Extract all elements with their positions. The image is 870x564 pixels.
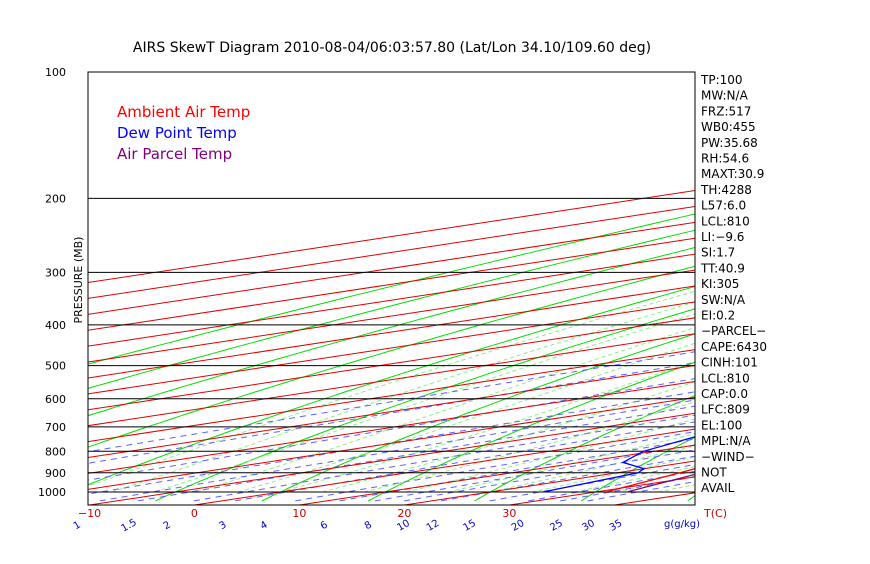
index-value: TH:4288 (700, 183, 752, 197)
cape-hatch-layer (761, 80, 870, 451)
mixing-ratio-label: 1 (72, 519, 83, 532)
dry-adiabat-line (155, 72, 870, 501)
index-value: TP:100 (700, 73, 743, 87)
moist-adiabat-line (238, 105, 870, 492)
pressure-tick-label: 800 (45, 445, 66, 458)
legend: Ambient Air Temp Dew Point Temp Air Parcel… (117, 103, 250, 163)
chart-title: AIRS SkewT Diagram 2010-08-04/06:03:57.8… (133, 40, 651, 56)
mixing-ratio-line (490, 325, 870, 501)
mixing-ratio-label: 2 (162, 519, 173, 532)
pressure-tick-label: 900 (45, 467, 66, 480)
index-value: CINH:101 (701, 356, 758, 370)
pressure-tick-label: 600 (45, 393, 66, 406)
moist-adiabat-line (154, 105, 870, 492)
index-value: CAP:0.0 (701, 387, 748, 401)
index-value: KI:305 (701, 277, 739, 291)
legend-entry: Ambient Air Temp (117, 103, 250, 121)
dry-adiabat-line (794, 72, 870, 501)
pressure-tick-label: 1000 (38, 486, 66, 499)
mixing-ratio-line (235, 325, 870, 501)
mixing-ratio-unit-label: g(g/kg) (664, 519, 700, 530)
legend-entry: Dew Point Temp (117, 124, 237, 142)
pressure-tick-label: 300 (45, 266, 66, 279)
index-value: −WIND− (701, 450, 755, 464)
mixing-ratio-label: 20 (510, 518, 527, 534)
moist-adiabat-line (364, 105, 870, 492)
index-value: EL:100 (701, 418, 742, 432)
index-value: SI:1.7 (701, 246, 735, 260)
mixing-ratio-label: 0.5 (0, 517, 3, 534)
mixing-ratio-label: 35 (608, 518, 625, 534)
pressure-tick-label: 500 (45, 360, 66, 373)
mixing-ratio-label: 6 (319, 519, 330, 532)
index-value: NOT (701, 466, 727, 480)
index-value: WB0:455 (701, 120, 756, 134)
x-axis-label: T(C) (703, 507, 727, 520)
index-value: L57:6.0 (701, 199, 746, 213)
dry-adiabat-line (475, 72, 870, 501)
mixing-ratio-label: 1.5 (120, 517, 139, 534)
index-value: MPL:N/A (701, 434, 751, 448)
isotherm-line (481, 53, 870, 510)
index-value: CAPE:6430 (701, 340, 767, 354)
y-axis-label: PRESSURE (MB) (72, 237, 85, 324)
moist-adiabat-line (448, 105, 870, 492)
index-value: AVAIL (701, 481, 735, 495)
mixing-ratio-label: 30 (580, 518, 597, 534)
index-value: SW:N/A (701, 293, 746, 307)
bottom-temp-tick-label: 0 (191, 507, 198, 520)
mixing-ratio-label: 12 (425, 518, 442, 534)
pressure-tick-label: 700 (45, 421, 66, 434)
index-value: TT:40.9 (700, 261, 745, 275)
index-value: LCL:810 (701, 371, 750, 385)
index-value: PW:35.68 (701, 136, 758, 150)
moist-adiabat-line (658, 105, 870, 492)
index-value: −PARCEL− (701, 324, 766, 338)
index-value: EI:0.2 (701, 309, 735, 323)
isotherm-line (271, 53, 870, 510)
pressure-tick-label: 400 (45, 319, 66, 332)
dry-adiabat-line (262, 72, 870, 501)
pressure-tick-label: 100 (45, 66, 66, 79)
bottom-temp-tick-label: 10 (292, 507, 306, 520)
index-value: LI:−9.6 (701, 230, 744, 244)
index-value: MAXT:30.9 (701, 167, 764, 181)
pressure-tick-label: 200 (45, 192, 66, 205)
bottom-temp-tick-label: −10 (78, 507, 101, 520)
mixing-ratio-line (441, 325, 870, 501)
index-value: LFC:809 (701, 403, 750, 417)
mixing-ratio-label: 8 (363, 519, 374, 532)
mixing-ratio-label: 3 (218, 519, 229, 532)
index-value: FRZ:517 (701, 104, 751, 118)
mixing-ratio-label: 25 (548, 518, 565, 534)
mixing-ratio-label: 15 (461, 518, 478, 534)
index-value: MW:N/A (701, 89, 749, 103)
mixing-ratio-label: 4 (259, 519, 270, 532)
index-value: LCL:810 (701, 214, 750, 228)
legend-entry: Air Parcel Temp (117, 145, 232, 163)
mixing-ratio-label: 10 (395, 518, 412, 534)
bottom-temp-tick-label: 30 (502, 507, 516, 520)
index-value: RH:54.6 (701, 152, 749, 166)
